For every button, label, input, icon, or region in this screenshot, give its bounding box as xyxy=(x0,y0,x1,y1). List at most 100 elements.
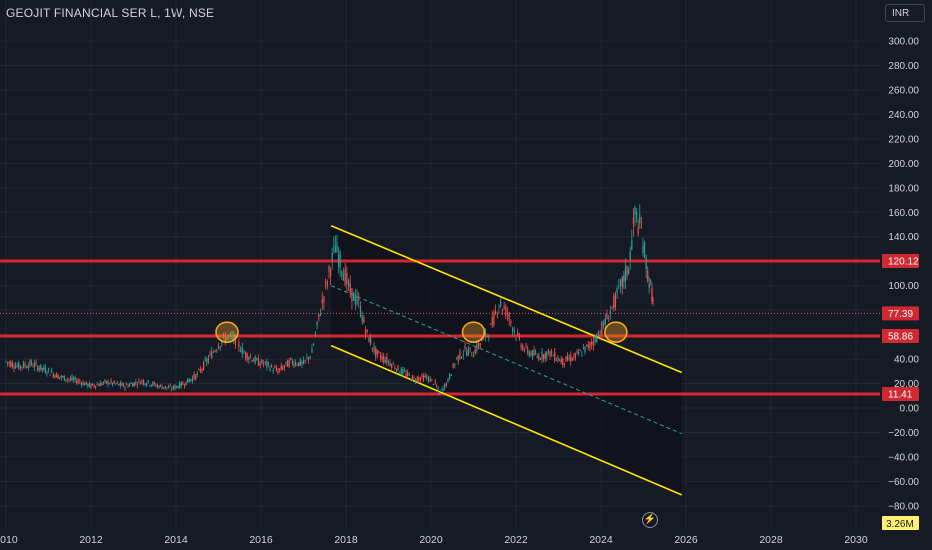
candle-body xyxy=(442,387,444,391)
candle-body xyxy=(125,383,128,385)
candle-body xyxy=(124,386,126,389)
candle-body xyxy=(275,367,278,371)
candle-body xyxy=(269,367,271,371)
candle-body xyxy=(531,350,534,358)
candle-body xyxy=(142,380,145,384)
candle-body xyxy=(469,347,471,349)
channel-mid-line xyxy=(330,285,682,435)
y-tick-label: 240.00 xyxy=(888,110,919,121)
candle-body xyxy=(113,380,115,384)
candle-body xyxy=(471,355,473,357)
y-tick-label: 0.00 xyxy=(900,404,920,415)
candle-body xyxy=(570,355,572,362)
candle-body xyxy=(243,352,245,354)
candle-body xyxy=(278,368,281,370)
currency-button[interactable]: INR xyxy=(885,4,925,22)
candle-body xyxy=(618,285,620,286)
candle-body xyxy=(274,367,276,369)
candle-body xyxy=(427,376,430,382)
candle-body xyxy=(296,364,298,366)
candle-body xyxy=(601,323,603,335)
candle-body xyxy=(346,272,348,284)
y-tick-label: 160.00 xyxy=(888,208,919,219)
candle-body xyxy=(301,361,303,364)
chart-grid xyxy=(0,0,880,528)
candle-body xyxy=(371,347,373,349)
candle-body xyxy=(609,310,611,314)
candle-body xyxy=(298,362,300,367)
candle-body xyxy=(366,329,368,332)
candle-body xyxy=(226,337,228,340)
candle-body xyxy=(648,284,650,288)
candle-body xyxy=(462,354,464,356)
candle-body xyxy=(621,276,623,287)
candle-body xyxy=(325,281,327,283)
candle-body xyxy=(515,338,517,340)
candle-body xyxy=(41,367,43,370)
candle-body xyxy=(221,341,223,344)
candle-body xyxy=(57,375,59,379)
candle-body xyxy=(105,380,108,384)
candle-body xyxy=(629,250,631,260)
candle-body xyxy=(455,357,458,359)
candle-body xyxy=(309,356,311,358)
candle-body xyxy=(79,381,81,383)
candle-body xyxy=(30,361,33,365)
candle-body xyxy=(361,315,363,322)
candle-body xyxy=(228,335,230,337)
y-tick-label: 300.00 xyxy=(888,37,919,48)
y-tick-label: 220.00 xyxy=(888,134,919,145)
candle-body xyxy=(479,343,481,346)
candle-body xyxy=(291,360,293,364)
price-axis: 300.00 280.00 260.00 240.00 220.00 200.00 180.… xyxy=(888,37,919,513)
candle-body xyxy=(29,360,31,366)
candle-body xyxy=(498,306,500,308)
candle-body xyxy=(389,362,391,366)
candle-body xyxy=(503,306,505,309)
candle-body xyxy=(628,268,630,274)
candle-body xyxy=(69,378,72,380)
candle-body xyxy=(271,364,273,368)
candle-body xyxy=(93,385,95,387)
candle-body xyxy=(555,359,557,361)
candle-body xyxy=(493,312,495,326)
candle-body xyxy=(259,363,261,366)
candle-body xyxy=(262,363,265,365)
candle-body xyxy=(376,349,378,355)
candle-body xyxy=(251,360,253,362)
candle-body xyxy=(619,279,622,286)
candle-body xyxy=(608,320,610,322)
candle-body xyxy=(568,358,570,360)
candle-body xyxy=(182,383,184,385)
highlight-circle xyxy=(461,321,486,343)
candle-body xyxy=(602,321,605,326)
flash-icon[interactable]: ⚡ xyxy=(642,512,658,528)
channel-fill xyxy=(331,225,682,495)
candle-body xyxy=(323,296,325,303)
candle-body xyxy=(467,348,469,356)
y-tick-label: 260.00 xyxy=(888,85,919,96)
candle-body xyxy=(223,334,225,337)
candle-body xyxy=(637,227,639,234)
candle-body xyxy=(174,385,176,389)
candle-body xyxy=(171,389,173,390)
candle-body xyxy=(434,380,436,383)
candle-body xyxy=(231,335,233,338)
candle-body xyxy=(344,269,346,285)
level-price-label-bg xyxy=(882,254,919,269)
candle-body xyxy=(414,380,417,382)
candle-body xyxy=(370,338,372,345)
candle-body xyxy=(387,361,390,363)
candle-body xyxy=(314,334,316,337)
candle-body xyxy=(522,345,524,351)
y-tick-label: 140.00 xyxy=(888,232,919,243)
candle-body xyxy=(153,382,155,384)
candle-body xyxy=(486,334,488,336)
candle-body xyxy=(649,280,652,282)
candle-body xyxy=(172,385,174,389)
candle-body xyxy=(431,379,433,381)
candle-body xyxy=(46,373,48,375)
candle-body xyxy=(112,382,114,385)
candle-body xyxy=(33,363,36,368)
